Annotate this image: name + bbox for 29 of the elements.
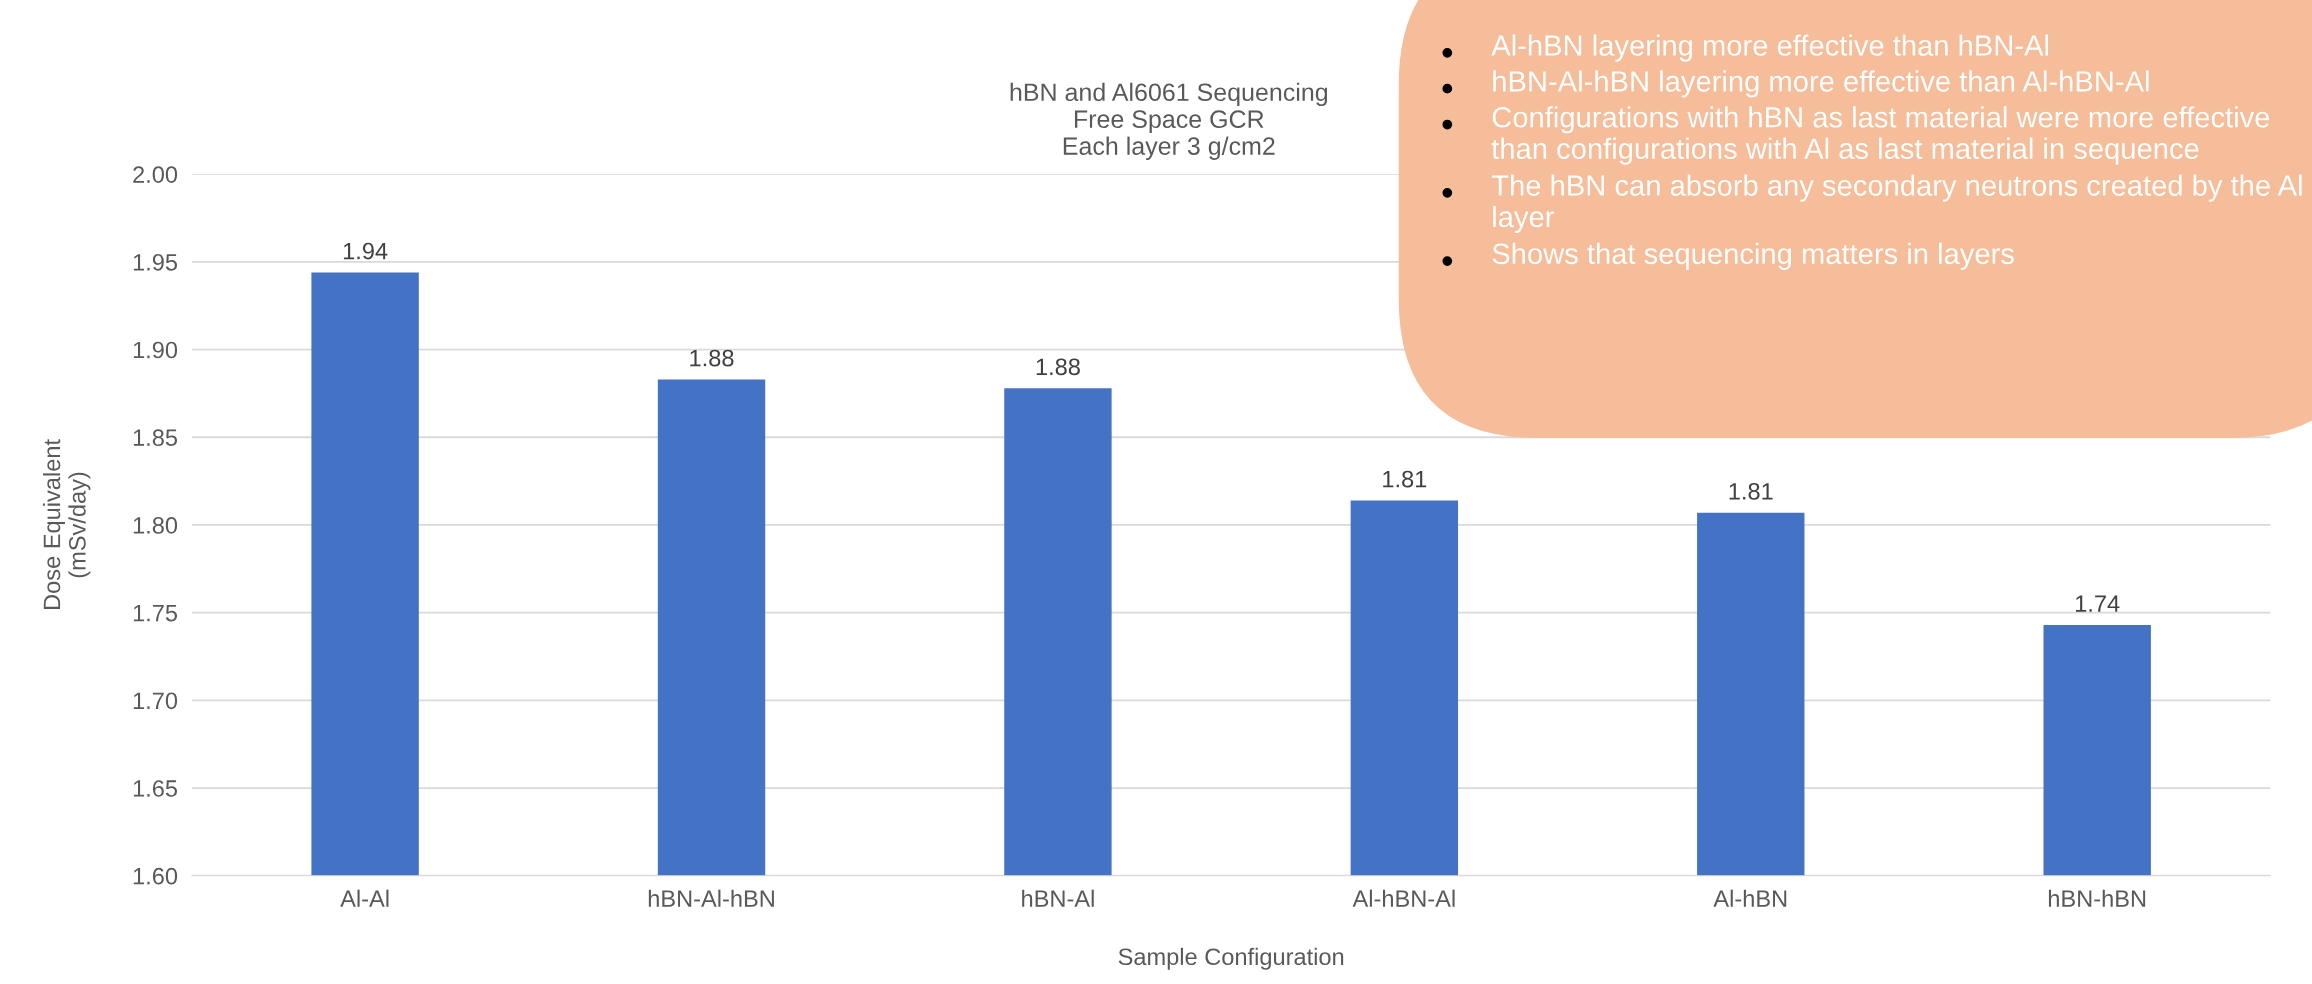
y-tick-label: 1.80	[133, 517, 178, 534]
data-label: 1.94	[343, 242, 388, 260]
annotation: The hBN can absorb any secondary neutrons created by the Al layer	[1491, 174, 2302, 234]
y-tick-label: 1.85	[133, 429, 178, 447]
data-label: 1.88	[1036, 358, 1080, 376]
text: Al-hBN layering more effective than hBN-Al	[1491, 34, 2049, 62]
x-tick-label: hBN-hBN	[2048, 889, 2146, 907]
data-label: 1.88	[690, 349, 734, 367]
y-tick-label: 2.00	[133, 166, 178, 183]
x-tick-label: Al-hBN	[1713, 889, 1787, 907]
x-tick-label: Al-Al	[340, 889, 389, 907]
x-axis-title: Sample Configuration	[1118, 947, 1344, 970]
text: Configurations with hBN as last material were more effective than configurations with Al as last material in sequence	[1491, 106, 2270, 165]
annotation: Shows that sequencing matters in layers	[1492, 242, 2014, 270]
x-tick-label: hBN-Al-hBN	[648, 889, 774, 907]
text: hBN-Al-hBN layering more effective than Al-hBN-Al	[1493, 70, 2149, 98]
data-label: 1.81	[1383, 470, 1427, 488]
x-tick-label: hBN-Al	[1022, 889, 1094, 907]
chart-title: hBN and Al6061 Sequencing Free Space GCR Each layer 3 g/cm2	[1010, 82, 1328, 160]
y-tick-label: 1.70	[133, 692, 178, 710]
y-tick-label: 1.75	[133, 604, 178, 622]
y-axis-title: Dose Equivalent (mSv/day)	[42, 439, 91, 609]
y-tick-label: 1.95	[133, 253, 178, 271]
data-label: 1.81	[1729, 482, 1773, 500]
y-tick-label: 1.90	[133, 341, 178, 359]
x-tick-label: Al-hBN-Al	[1352, 889, 1455, 907]
y-tick-label: 1.60	[133, 867, 178, 885]
data-label: 1.74	[2076, 595, 2120, 612]
y-tick-label: 1.65	[133, 780, 178, 797]
